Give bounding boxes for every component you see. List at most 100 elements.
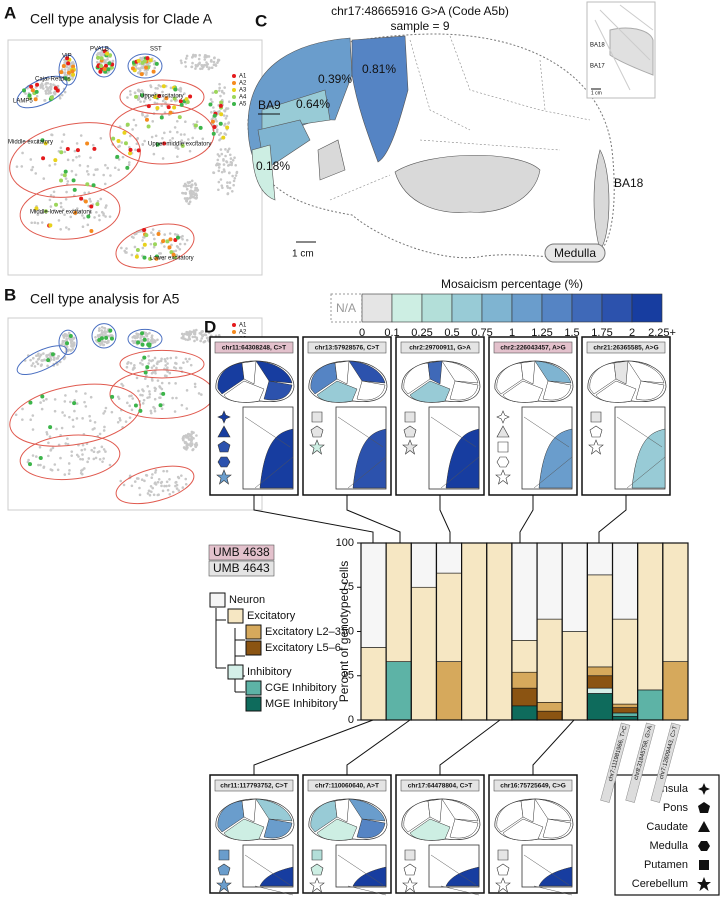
cell-point: [190, 179, 194, 183]
cell-point: [174, 367, 178, 370]
label: UMB 4643: [213, 561, 270, 575]
cell-point: [81, 417, 84, 420]
label: chr21:26365585, A>G: [593, 345, 658, 352]
cell-point: [141, 246, 145, 250]
cell-point: [231, 159, 235, 162]
cell-point: [31, 362, 35, 365]
brain-region: [351, 35, 409, 163]
cell-point: [36, 362, 40, 366]
highlight-point: [85, 141, 90, 146]
cluster-outline: [9, 122, 141, 198]
cell-point: [46, 89, 50, 92]
cell-point: [106, 58, 109, 61]
cell-point: [170, 243, 173, 247]
highlight-point: [116, 139, 121, 144]
cell-point: [119, 479, 123, 483]
bar-segment: [587, 693, 613, 721]
cell-point: [164, 364, 167, 367]
cell-point: [58, 96, 62, 100]
cell-point: [57, 443, 61, 447]
highlight-point: [157, 93, 162, 98]
cell-point: [143, 479, 146, 483]
cell-point: [88, 197, 92, 201]
cell-point: [214, 118, 217, 121]
highlight-point: [211, 131, 216, 136]
label: chr16:75725649, C>G: [500, 783, 566, 790]
cell-point: [157, 84, 161, 87]
bar-segment: [511, 542, 538, 641]
cell-point: [98, 341, 101, 345]
cell-point: [143, 93, 147, 97]
cell-point: [152, 245, 156, 249]
highlight-point: [171, 252, 176, 257]
cell-point: [81, 214, 84, 217]
cell-point: [198, 331, 202, 335]
cell-point: [154, 387, 157, 391]
cell-point: [209, 59, 213, 62]
cell-point: [106, 330, 109, 333]
highlight-point: [72, 187, 77, 192]
cell-point: [226, 192, 230, 195]
label: A1: [239, 74, 247, 80]
cell-point: [217, 188, 220, 192]
cell-point: [171, 396, 174, 400]
cell-point: [87, 457, 91, 460]
cell-point: [145, 71, 148, 75]
highlight-point: [136, 58, 141, 63]
cell-point: [129, 134, 132, 138]
highlight-point: [219, 112, 224, 117]
highlight-point: [218, 103, 223, 108]
cell-point: [197, 392, 201, 395]
cell-point: [150, 490, 153, 494]
cell-point: [149, 84, 152, 87]
highlight-point: [178, 99, 183, 104]
highlight-point: [35, 82, 40, 87]
highlight-point: [140, 93, 145, 98]
cell-point: [160, 381, 164, 385]
highlight-point: [43, 141, 48, 146]
highlight-point: [148, 58, 153, 63]
highlight-point: [63, 76, 68, 81]
cell-point: [97, 214, 101, 217]
highlight-point: [41, 156, 46, 161]
highlight-point: [123, 141, 128, 146]
cell-point: [14, 413, 18, 417]
variant-label-bg: [586, 341, 666, 354]
label: Cell type analysis for Clade A: [30, 11, 213, 27]
cell-point: [104, 163, 107, 167]
cell-point: [64, 442, 68, 445]
brain-region: [520, 798, 536, 823]
cell-point: [70, 169, 74, 173]
highlight-point: [63, 169, 68, 174]
category-label-bg: [625, 722, 656, 803]
cell-point: [139, 100, 142, 103]
bar-segment: [536, 618, 563, 703]
cell-point: [156, 338, 159, 342]
cell-point: [153, 356, 157, 360]
cell-point: [36, 221, 40, 225]
cell-point: [92, 173, 96, 177]
cell-point: [15, 165, 19, 168]
bar-segment: [436, 661, 462, 721]
highlight-point: [172, 105, 177, 110]
cell-point: [64, 198, 68, 201]
cell-point: [185, 199, 189, 202]
highlight-point: [193, 123, 198, 128]
cell-point: [141, 402, 145, 405]
cell-point: [109, 334, 113, 337]
cell-point: [129, 362, 133, 365]
cell-point: [206, 55, 209, 58]
cell-point: [127, 145, 131, 149]
colorbar-swatch: [361, 293, 393, 323]
cell-point: [106, 166, 109, 170]
cell-point: [102, 330, 106, 334]
highlight-point: [164, 96, 169, 101]
cell-point: [212, 106, 215, 109]
highlight-point: [154, 256, 159, 261]
highlight-point: [95, 202, 100, 207]
cell-point: [217, 333, 221, 337]
inset-lines: [616, 416, 666, 489]
cell-point: [117, 145, 120, 149]
cluster-outline: [115, 465, 195, 505]
cell-point: [166, 357, 169, 360]
